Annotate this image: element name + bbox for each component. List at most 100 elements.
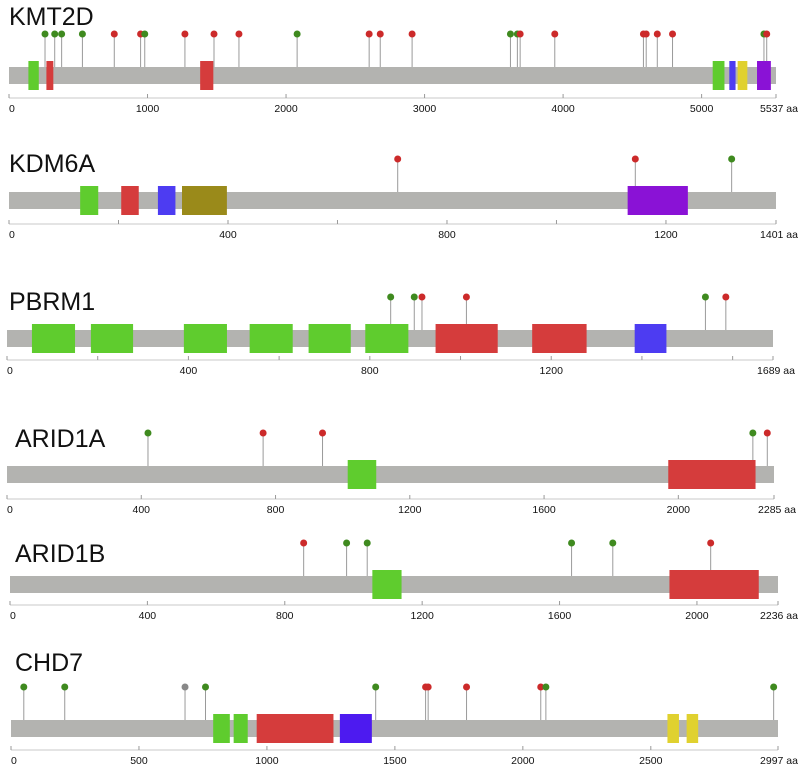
gene-title: KDM6A (9, 150, 95, 178)
mutation-dot (463, 683, 471, 691)
track-arid1b: ARID1B 0 400 800 1200 1600 2000 2236 aa (9, 539, 798, 622)
tick-label: 0 (11, 755, 17, 767)
mutation-dot (763, 429, 771, 437)
tick-label: 2000 (667, 504, 691, 516)
mutation-dot (462, 293, 470, 301)
protein-domain (634, 324, 667, 353)
protein-domain (200, 61, 214, 90)
track-kmt2d: KMT2D 0 1000 2000 3000 4000 5000 5537 aa (8, 3, 798, 115)
mutation-dot (424, 683, 432, 691)
mutation-dot (343, 539, 351, 547)
mutation-dot (516, 30, 524, 38)
tick-label: 800 (276, 610, 294, 622)
gene-title: CHD7 (15, 649, 83, 677)
tick-label: 0 (9, 229, 15, 241)
track-chd7: CHD7 0 500 1000 1500 2000 2500 2997 aa (10, 649, 798, 767)
length-label: 2285 aa (758, 504, 796, 516)
mutation-dot (300, 539, 308, 547)
protein-backbone (9, 67, 776, 84)
tick-label: 4000 (551, 103, 575, 115)
mutation-dot (110, 30, 118, 38)
mutation-dot (259, 429, 267, 437)
protein-domain (372, 570, 402, 599)
protein-domain (347, 460, 377, 489)
mutation-dot (181, 683, 189, 691)
mutation-dot (61, 683, 69, 691)
tick-label: 1200 (398, 504, 422, 516)
track-arid1a: ARID1A 0 400 800 1200 1600 2000 2285 aa (6, 425, 796, 516)
tick-label: 800 (267, 504, 285, 516)
mutation-dot (542, 683, 550, 691)
mutation-dot (181, 30, 189, 38)
protein-domain (365, 324, 409, 353)
length-label: 2997 aa (760, 755, 798, 767)
protein-domain (28, 61, 39, 90)
tick-label: 2000 (274, 103, 298, 115)
length-label: 2236 aa (760, 610, 798, 622)
length-label: 1689 aa (757, 365, 795, 377)
tick-label: 0 (9, 103, 15, 115)
protein-domain (31, 324, 76, 353)
protein-domain (181, 186, 227, 215)
protein-domain (669, 570, 759, 599)
protein-domain (121, 186, 139, 215)
protein-backbone (7, 466, 774, 483)
tick-label: 800 (438, 229, 456, 241)
protein-domain (183, 324, 227, 353)
mutation-dot (235, 30, 243, 38)
protein-domain (532, 324, 587, 353)
tick-label: 0 (7, 504, 13, 516)
mutation-dot (293, 30, 301, 38)
mutation-dot (763, 30, 771, 38)
mutation-dot (653, 30, 661, 38)
mutation-dot (387, 293, 395, 301)
mutation-dot (728, 155, 736, 163)
tick-label: 1600 (532, 504, 556, 516)
mutation-dot (669, 30, 677, 38)
mutation-dot (20, 683, 28, 691)
protein-domain (435, 324, 498, 353)
length-label: 5537 aa (760, 103, 798, 115)
protein-domain (213, 714, 230, 743)
tick-label: 1200 (654, 229, 678, 241)
mutation-dot (141, 30, 149, 38)
mutation-dot (210, 30, 218, 38)
mutation-dot (51, 30, 59, 38)
mutation-dot (609, 539, 617, 547)
tick-label: 5000 (690, 103, 714, 115)
gene-title: PBRM1 (9, 288, 95, 316)
mutation-dot (78, 30, 86, 38)
protein-domain (256, 714, 334, 743)
mutation-dot (408, 30, 416, 38)
protein-domain (80, 186, 99, 215)
protein-domain (90, 324, 134, 353)
mutation-dot (770, 683, 778, 691)
protein-backbone (11, 720, 778, 737)
protein-domain (757, 61, 771, 90)
tick-label: 400 (219, 229, 237, 241)
gene-title: ARID1B (15, 540, 105, 568)
tick-label: 1000 (136, 103, 160, 115)
tick-label: 400 (139, 610, 157, 622)
mutation-dot (372, 683, 380, 691)
mutation-dot (410, 293, 418, 301)
protein-domain (729, 61, 736, 90)
protein-domain (233, 714, 248, 743)
protein-domain (339, 714, 372, 743)
tick-label: 3000 (413, 103, 437, 115)
mutation-dot (506, 30, 514, 38)
tick-label: 2000 (685, 610, 709, 622)
mutation-dot (551, 30, 559, 38)
mutation-dot (642, 30, 650, 38)
mutation-dot (144, 429, 152, 437)
gene-title: KMT2D (9, 3, 94, 31)
protein-domain (686, 714, 699, 743)
tick-label: 1200 (410, 610, 434, 622)
tick-label: 800 (361, 365, 379, 377)
track-kdm6a: KDM6A 0 400 800 1200 1401 aa (8, 150, 798, 241)
tick-label: 0 (10, 610, 16, 622)
length-label: 1401 aa (760, 229, 798, 241)
protein-domain (712, 61, 725, 90)
mutation-dot (418, 293, 426, 301)
